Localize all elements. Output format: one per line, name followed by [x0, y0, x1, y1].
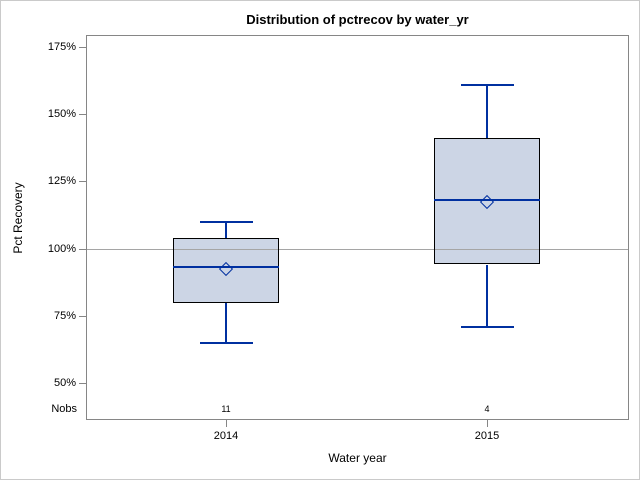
x-tick-label: 2014 — [213, 430, 239, 442]
box-border — [173, 238, 279, 303]
box-border — [434, 138, 540, 264]
y-tick-label: 175% — [47, 41, 76, 53]
x-tick-label: 2015 — [474, 430, 500, 442]
y-tick-mark — [79, 47, 86, 48]
y-tick-label: 50% — [53, 377, 76, 389]
nobs-value: 4 — [484, 404, 490, 414]
box-fill — [173, 238, 279, 303]
plot-area — [86, 35, 629, 420]
y-tick-label: 75% — [53, 310, 76, 322]
y-tick-mark — [79, 316, 86, 317]
box-fill — [434, 138, 540, 264]
whisker-upper-cap — [199, 221, 253, 223]
whisker-lower-stem — [486, 265, 488, 327]
nobs-row-label: Nobs — [51, 403, 77, 415]
chart-title: Distribution of pctrecov by water_yr — [246, 12, 469, 27]
whisker-upper-stem — [225, 222, 227, 238]
y-tick-label: 125% — [47, 175, 76, 187]
x-tick-mark — [487, 420, 488, 427]
y-axis-title: Pct Recovery — [11, 182, 25, 254]
y-tick-mark — [79, 249, 86, 250]
x-tick-mark — [226, 420, 227, 427]
whisker-lower-cap — [199, 342, 253, 344]
y-tick-label: 150% — [47, 108, 76, 120]
median-line — [173, 266, 279, 268]
y-tick-mark — [79, 181, 86, 182]
x-axis-title: Water year — [328, 451, 387, 465]
y-tick-label: 100% — [47, 243, 76, 255]
y-tick-mark — [79, 383, 86, 384]
y-tick-mark — [79, 114, 86, 115]
whisker-lower-cap — [460, 326, 514, 328]
whisker-upper-stem — [486, 85, 488, 139]
reference-line — [87, 249, 628, 250]
nobs-value: 11 — [221, 404, 231, 414]
whisker-upper-cap — [460, 84, 514, 86]
median-line — [434, 199, 540, 201]
whisker-lower-stem — [225, 302, 227, 342]
